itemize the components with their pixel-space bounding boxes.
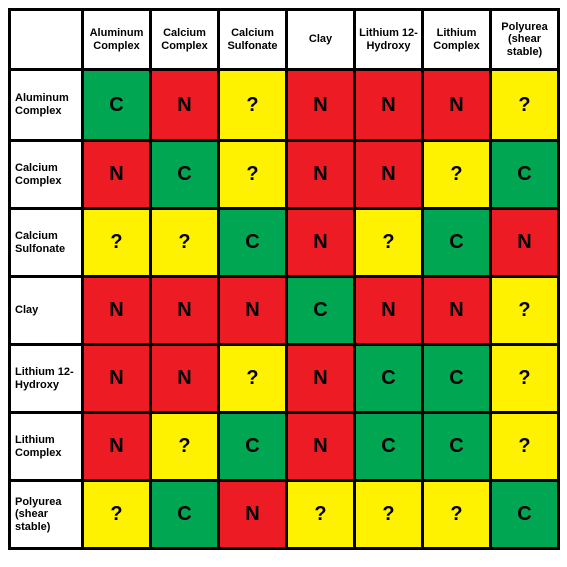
compatibility-cell: ?	[217, 139, 285, 207]
row-header: Lithium 12-Hydroxy	[11, 343, 81, 411]
compatibility-cell: ?	[149, 411, 217, 479]
compatibility-cell: N	[217, 479, 285, 547]
column-header: Polyurea (shear stable)	[489, 11, 557, 71]
compatibility-cell: N	[421, 71, 489, 139]
compatibility-cell: N	[81, 411, 149, 479]
compatibility-cell: ?	[149, 207, 217, 275]
row-header: Lithium Complex	[11, 411, 81, 479]
compatibility-cell: ?	[489, 343, 557, 411]
compatibility-cell: N	[285, 343, 353, 411]
compatibility-cell: C	[421, 207, 489, 275]
compatibility-grid: Aluminum ComplexCalcium ComplexCalcium S…	[8, 8, 560, 550]
compatibility-cell: C	[489, 139, 557, 207]
row-header: Polyurea (shear stable)	[11, 479, 81, 547]
compatibility-cell: C	[149, 139, 217, 207]
compatibility-cell: N	[285, 139, 353, 207]
compatibility-cell: ?	[421, 139, 489, 207]
compatibility-cell: N	[285, 71, 353, 139]
compatibility-cell: N	[353, 71, 421, 139]
compatibility-cell: N	[149, 343, 217, 411]
compatibility-cell: N	[81, 343, 149, 411]
column-header: Aluminum Complex	[81, 11, 149, 71]
column-header: Calcium Sulfonate	[217, 11, 285, 71]
compatibility-cell: C	[353, 411, 421, 479]
compatibility-cell: ?	[421, 479, 489, 547]
compatibility-cell: ?	[489, 411, 557, 479]
compatibility-cell: C	[489, 479, 557, 547]
compatibility-cell: N	[81, 139, 149, 207]
compatibility-cell: N	[421, 275, 489, 343]
compatibility-cell: N	[489, 207, 557, 275]
row-header: Calcium Sulfonate	[11, 207, 81, 275]
compatibility-cell: N	[353, 275, 421, 343]
compatibility-cell: ?	[217, 71, 285, 139]
compatibility-cell: C	[149, 479, 217, 547]
compatibility-cell: ?	[217, 343, 285, 411]
compatibility-cell: N	[285, 207, 353, 275]
compatibility-cell: N	[149, 71, 217, 139]
column-header: Calcium Complex	[149, 11, 217, 71]
compatibility-cell: C	[217, 207, 285, 275]
compatibility-cell: ?	[489, 71, 557, 139]
row-header: Aluminum Complex	[11, 71, 81, 139]
column-header: Lithium 12-Hydroxy	[353, 11, 421, 71]
row-header: Calcium Complex	[11, 139, 81, 207]
compatibility-cell: N	[285, 411, 353, 479]
column-header: Clay	[285, 11, 353, 71]
compatibility-cell: C	[421, 343, 489, 411]
compatibility-cell: N	[217, 275, 285, 343]
compatibility-cell: ?	[489, 275, 557, 343]
compatibility-cell: N	[353, 139, 421, 207]
compatibility-cell: N	[149, 275, 217, 343]
row-header: Clay	[11, 275, 81, 343]
compatibility-cell: C	[81, 71, 149, 139]
compatibility-cell: ?	[81, 479, 149, 547]
compatibility-cell: ?	[353, 479, 421, 547]
compatibility-cell: C	[353, 343, 421, 411]
compatibility-cell: ?	[81, 207, 149, 275]
compatibility-cell: ?	[353, 207, 421, 275]
corner-cell	[11, 11, 81, 71]
compatibility-cell: C	[285, 275, 353, 343]
compatibility-cell: C	[421, 411, 489, 479]
compatibility-cell: C	[217, 411, 285, 479]
column-header: Lithium Complex	[421, 11, 489, 71]
compatibility-cell: N	[81, 275, 149, 343]
compatibility-cell: ?	[285, 479, 353, 547]
